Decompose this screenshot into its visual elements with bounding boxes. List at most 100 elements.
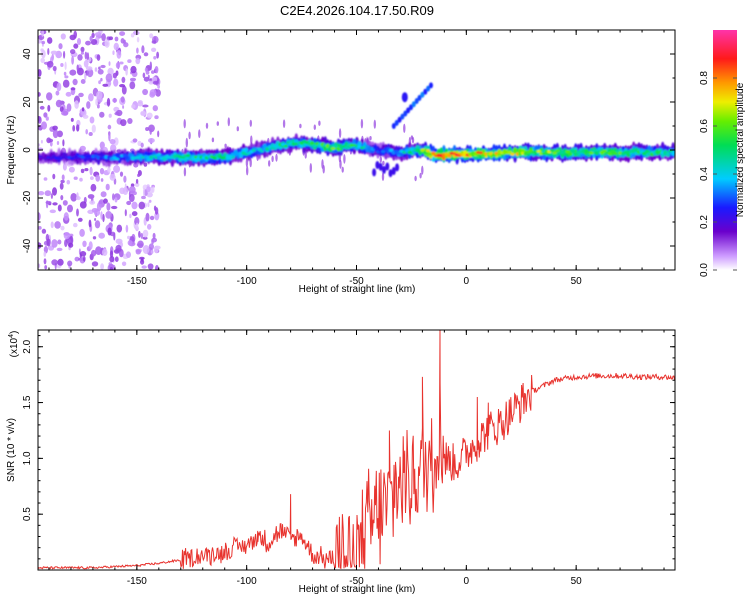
spectrogram-noise-blob: [132, 138, 138, 143]
snr-x-ticks: -150 -100 -50 0 50: [48, 330, 665, 587]
spectrogram-noise-blob: [109, 250, 114, 258]
spectrogram-noise-blob: [136, 47, 139, 54]
spectrogram-noise-blob: [379, 156, 382, 163]
spectrogram-noise-blob: [79, 228, 85, 237]
spectrogram-ridge-segment: [394, 119, 399, 126]
spectrogram-ridge-segment: [592, 148, 597, 153]
spectrogram-noise-blob: [90, 176, 94, 181]
spectrogram-noise-blob: [152, 105, 158, 112]
spectrogram-noise-blob: [116, 50, 122, 59]
colorbar-ticks: 0.0 0.2 0.4 0.6 0.8: [699, 71, 737, 277]
spectrogram-noise-blob: [41, 49, 46, 59]
spectrogram-noise-blob: [124, 209, 127, 217]
spectrogram-noise-blob: [115, 62, 121, 69]
spectrogram-noise-blob: [109, 173, 116, 181]
spectrogram-noise-blob: [134, 182, 140, 187]
spectrogram-noise-blob: [119, 84, 126, 88]
spectrogram-ridge-segment: [665, 152, 671, 156]
spectrogram-noise-blob: [66, 179, 71, 185]
spectrogram-noise-blob: [151, 238, 155, 245]
spectrogram-noise-blob: [149, 89, 157, 97]
spectrogram-noise-blob: [60, 195, 64, 201]
spectrogram-noise-blob: [143, 188, 146, 197]
spectrogram-noise-blob: [52, 129, 59, 139]
spectrogram-noise-blob: [86, 68, 94, 78]
spectrogram-noise-blob: [127, 235, 131, 240]
spectrogram-noise-blob: [141, 265, 147, 269]
spectrogram-noise-blob: [112, 98, 118, 103]
spectrogram-noise-blob: [113, 137, 119, 146]
spectrogram-ridge-segment: [382, 165, 386, 174]
spectrogram-noise-blob: [77, 217, 83, 222]
spectrogram-ridge-segment: [644, 149, 650, 154]
spectrogram-noise-blob: [70, 193, 77, 202]
spectrogram-noise-blob: [57, 258, 64, 266]
spectrogram-ridge-segment: [391, 123, 396, 129]
spectrogram-noise-blob: [157, 84, 161, 89]
spectrogram-x-tick-label: -100: [237, 276, 257, 287]
spectrogram-noise-blob: [119, 61, 124, 65]
spectrogram-noise-blob: [48, 138, 54, 143]
spectrogram-noise-blob: [304, 151, 307, 159]
spectrogram-noise-blob: [78, 92, 84, 98]
spectrogram-noise-blob: [141, 257, 144, 262]
spectrogram-noise-blob: [61, 110, 69, 116]
spectrogram-noise-blob: [43, 258, 47, 265]
spectrogram-noise-blob: [309, 163, 312, 173]
spectrogram-noise-blob: [67, 260, 73, 267]
spectrogram-noise-blob: [70, 49, 76, 55]
spectrogram-noise-blob: [100, 64, 106, 69]
spectrogram-ridge-segment: [407, 150, 412, 155]
spectrogram-noise-blob: [125, 224, 129, 233]
colorbar-tick-label: 0.2: [699, 215, 710, 229]
spectrogram-noise-blob: [100, 77, 103, 82]
spectrogram-noise-blob: [79, 201, 87, 209]
spectrogram-noise-blob: [89, 116, 95, 124]
spectrogram-noise-blob: [138, 201, 146, 210]
spectrogram-noise-blob: [113, 165, 121, 173]
spectrogram-noise-blob: [419, 172, 422, 179]
spectrogram-noise-blob: [38, 143, 41, 147]
spectrogram-noise-blob: [90, 39, 98, 45]
spectrogram-y-tick-label: 40: [22, 48, 33, 60]
spectrogram-noise-blob: [74, 256, 80, 262]
spectrogram-noise-blob: [147, 263, 154, 270]
spectrogram-ridge-segment: [631, 148, 636, 153]
spectrogram-noise-blob: [147, 223, 152, 230]
snr-x-tick-label: 50: [571, 576, 583, 587]
spectrogram-noise-blob: [86, 52, 90, 61]
spectrogram-noise-blob: [410, 135, 414, 140]
spectrogram-noise-blob: [125, 68, 128, 76]
spectrogram-noise-blob: [62, 139, 65, 147]
spectrogram-ridge-segment: [403, 110, 408, 117]
spectrogram-noise-blob: [136, 36, 140, 43]
spectrogram-noise-blob: [57, 204, 62, 212]
spectrogram-noise-blob: [62, 163, 67, 171]
spectrogram-ridge-segment: [429, 82, 433, 89]
spectrogram-noise-blob: [339, 159, 342, 169]
spectrogram-noise-blob: [60, 225, 65, 231]
spectrogram-noise-blob: [143, 76, 150, 82]
spectrogram-noise-blob: [38, 69, 42, 77]
spectrogram-noise-blob: [63, 71, 67, 76]
spectrogram-noise-blob: [80, 46, 85, 53]
spectrogram-noise-blob: [109, 255, 115, 263]
spectrogram-noise-blob: [155, 265, 159, 270]
spectrogram-noise-blob: [99, 168, 105, 175]
spectrogram-noise-blob: [62, 200, 68, 206]
spectrogram-noise-blob: [205, 122, 209, 129]
spectrogram-noise-blob: [148, 80, 154, 85]
spectrogram-noise-blob: [100, 178, 104, 182]
spectrogram-noise-blob: [94, 67, 98, 72]
spectrogram-noise-blob: [153, 245, 159, 254]
spectrogram-noise-blob: [38, 263, 41, 269]
spectrogram-noise-blob: [116, 224, 123, 233]
spectrogram-noise-blob: [299, 123, 302, 129]
spectrogram-noise-blob: [250, 135, 253, 144]
spectrogram-noise-blob: [61, 174, 65, 181]
spectrogram-noise-blob: [108, 36, 114, 41]
colorbar-gradient: [713, 30, 737, 270]
spectrogram-ridge-segment: [431, 151, 436, 155]
spectrogram-noise-blob: [249, 158, 252, 168]
